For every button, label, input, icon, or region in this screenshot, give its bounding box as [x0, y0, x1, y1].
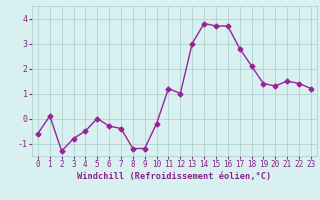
- X-axis label: Windchill (Refroidissement éolien,°C): Windchill (Refroidissement éolien,°C): [77, 172, 272, 181]
